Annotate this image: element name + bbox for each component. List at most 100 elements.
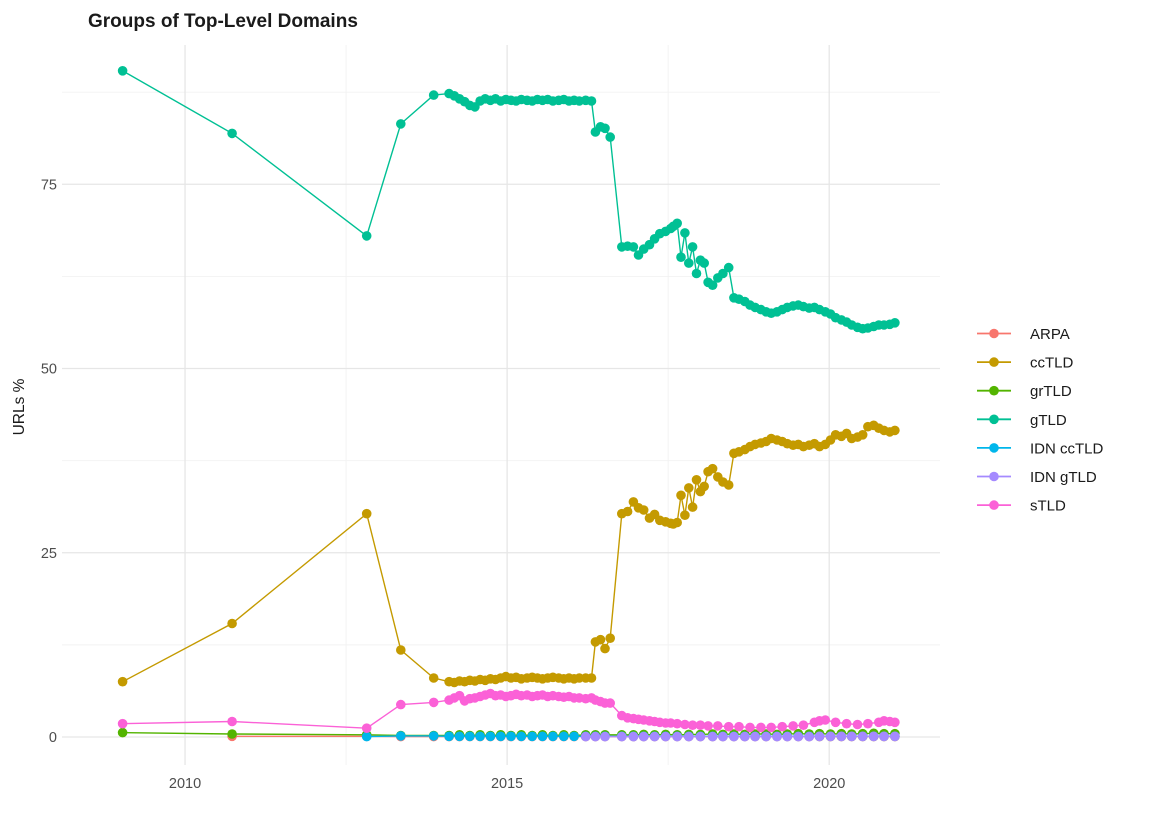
data-point-idn-gtld: [695, 731, 706, 742]
data-point-cctld: [680, 510, 690, 520]
y-tick-label: 25: [41, 546, 57, 562]
data-point-idn-cctld: [527, 731, 537, 742]
legend-label: IDN ccTLD: [1030, 440, 1104, 457]
legend-swatch-point: [989, 414, 999, 425]
x-tick-label: 2020: [813, 776, 845, 792]
data-point-cctld: [428, 673, 439, 683]
data-point-idn-gtld: [628, 731, 639, 742]
data-point-cctld: [857, 430, 868, 440]
data-point-stld: [361, 723, 372, 733]
data-point-cctld: [687, 502, 698, 512]
data-point-stld: [734, 721, 744, 732]
data-point-grtld: [227, 729, 237, 739]
data-point-cctld: [699, 481, 709, 492]
series-stld: [117, 688, 900, 733]
legend-label: ARPA: [1030, 326, 1070, 343]
data-point-idn-gtld: [617, 731, 627, 742]
data-point-stld: [766, 722, 776, 733]
legend-item-stld: sTLD: [977, 498, 1066, 515]
data-point-idn-gtld: [804, 731, 814, 742]
series-gtld: [117, 66, 900, 334]
data-point-stld: [798, 720, 809, 730]
data-point-idn-cctld: [428, 731, 439, 741]
data-point-stld: [756, 722, 766, 733]
legend-item-idn-cctld: IDN ccTLD: [977, 440, 1104, 457]
data-point-idn-cctld: [475, 731, 485, 742]
chart-title: Groups of Top-Level Domains: [88, 11, 358, 32]
data-point-gtld: [691, 268, 702, 279]
data-point-idn-gtld: [684, 731, 694, 742]
legend-swatch-point: [989, 357, 999, 367]
data-point-gtld: [586, 96, 597, 106]
data-point-cctld: [638, 505, 649, 515]
legend-swatch-point: [989, 328, 999, 339]
data-point-idn-gtld: [868, 731, 879, 742]
data-point-stld: [841, 718, 852, 729]
y-tick-label: 50: [41, 362, 57, 378]
data-point-cctld: [600, 643, 610, 654]
data-point-idn-gtld: [638, 731, 649, 742]
data-point-cctld: [672, 517, 682, 528]
data-point-cctld: [684, 483, 694, 493]
legend-swatch-point: [989, 471, 999, 482]
data-point-cctld: [227, 618, 237, 629]
data-point-cctld: [605, 633, 615, 643]
data-point-idn-gtld: [580, 731, 591, 742]
data-point-idn-gtld: [649, 731, 660, 742]
data-point-idn-gtld: [707, 731, 718, 742]
data-point-gtld: [687, 242, 698, 252]
x-tick-label: 2010: [169, 776, 201, 792]
data-point-cctld: [890, 425, 900, 436]
data-point-gtld: [227, 128, 237, 139]
data-point-stld: [788, 721, 798, 731]
data-point-stld: [703, 721, 713, 731]
data-point-stld: [723, 721, 734, 732]
data-point-idn-gtld: [672, 731, 682, 742]
series-idn-gtld: [580, 731, 900, 742]
data-point-idn-cctld: [548, 731, 558, 742]
data-point-idn-cctld: [454, 731, 465, 742]
data-point-idn-gtld: [772, 731, 782, 742]
data-point-idn-cctld: [516, 731, 527, 742]
data-point-idn-cctld: [559, 731, 569, 742]
series-line-cctld: [122, 424, 896, 684]
legend-label: sTLD: [1030, 498, 1066, 515]
data-point-grtld: [117, 727, 128, 738]
legend-label: IDN gTLD: [1030, 469, 1097, 486]
data-point-cctld: [117, 676, 128, 687]
data-point-gtld: [699, 258, 709, 268]
data-point-stld: [745, 722, 755, 733]
data-point-cctld: [396, 645, 406, 655]
data-point-stld: [777, 721, 787, 732]
legend-swatch-point: [989, 500, 999, 510]
data-point-cctld: [595, 634, 606, 645]
data-point-stld: [672, 718, 682, 729]
data-point-idn-gtld: [879, 731, 889, 742]
data-point-gtld: [684, 258, 694, 268]
legend-item-gtld: gTLD: [977, 412, 1067, 429]
data-point-idn-gtld: [814, 731, 825, 742]
data-point-stld: [227, 716, 237, 727]
data-point-idn-gtld: [660, 731, 671, 742]
data-point-cctld: [691, 475, 702, 485]
series-cctld: [117, 420, 900, 688]
data-point-gtld: [676, 252, 686, 262]
y-axis-labels: 0 25 50 75: [41, 177, 57, 746]
data-point-cctld: [361, 508, 372, 519]
gridlines-minor: [62, 45, 940, 765]
data-point-idn-cctld: [537, 731, 548, 742]
data-point-idn-gtld: [718, 731, 728, 742]
data-point-stld: [820, 715, 831, 725]
data-point-idn-cctld: [465, 731, 475, 742]
data-point-gtld: [718, 268, 728, 279]
data-point-idn-gtld: [729, 731, 739, 742]
data-point-gtld: [361, 231, 372, 241]
data-point-cctld: [622, 506, 633, 517]
data-point-gtld: [628, 242, 639, 252]
data-point-gtld: [672, 218, 682, 229]
data-point-gtld: [680, 228, 690, 238]
data-point-cctld: [676, 490, 686, 501]
data-point-idn-cctld: [396, 731, 406, 741]
